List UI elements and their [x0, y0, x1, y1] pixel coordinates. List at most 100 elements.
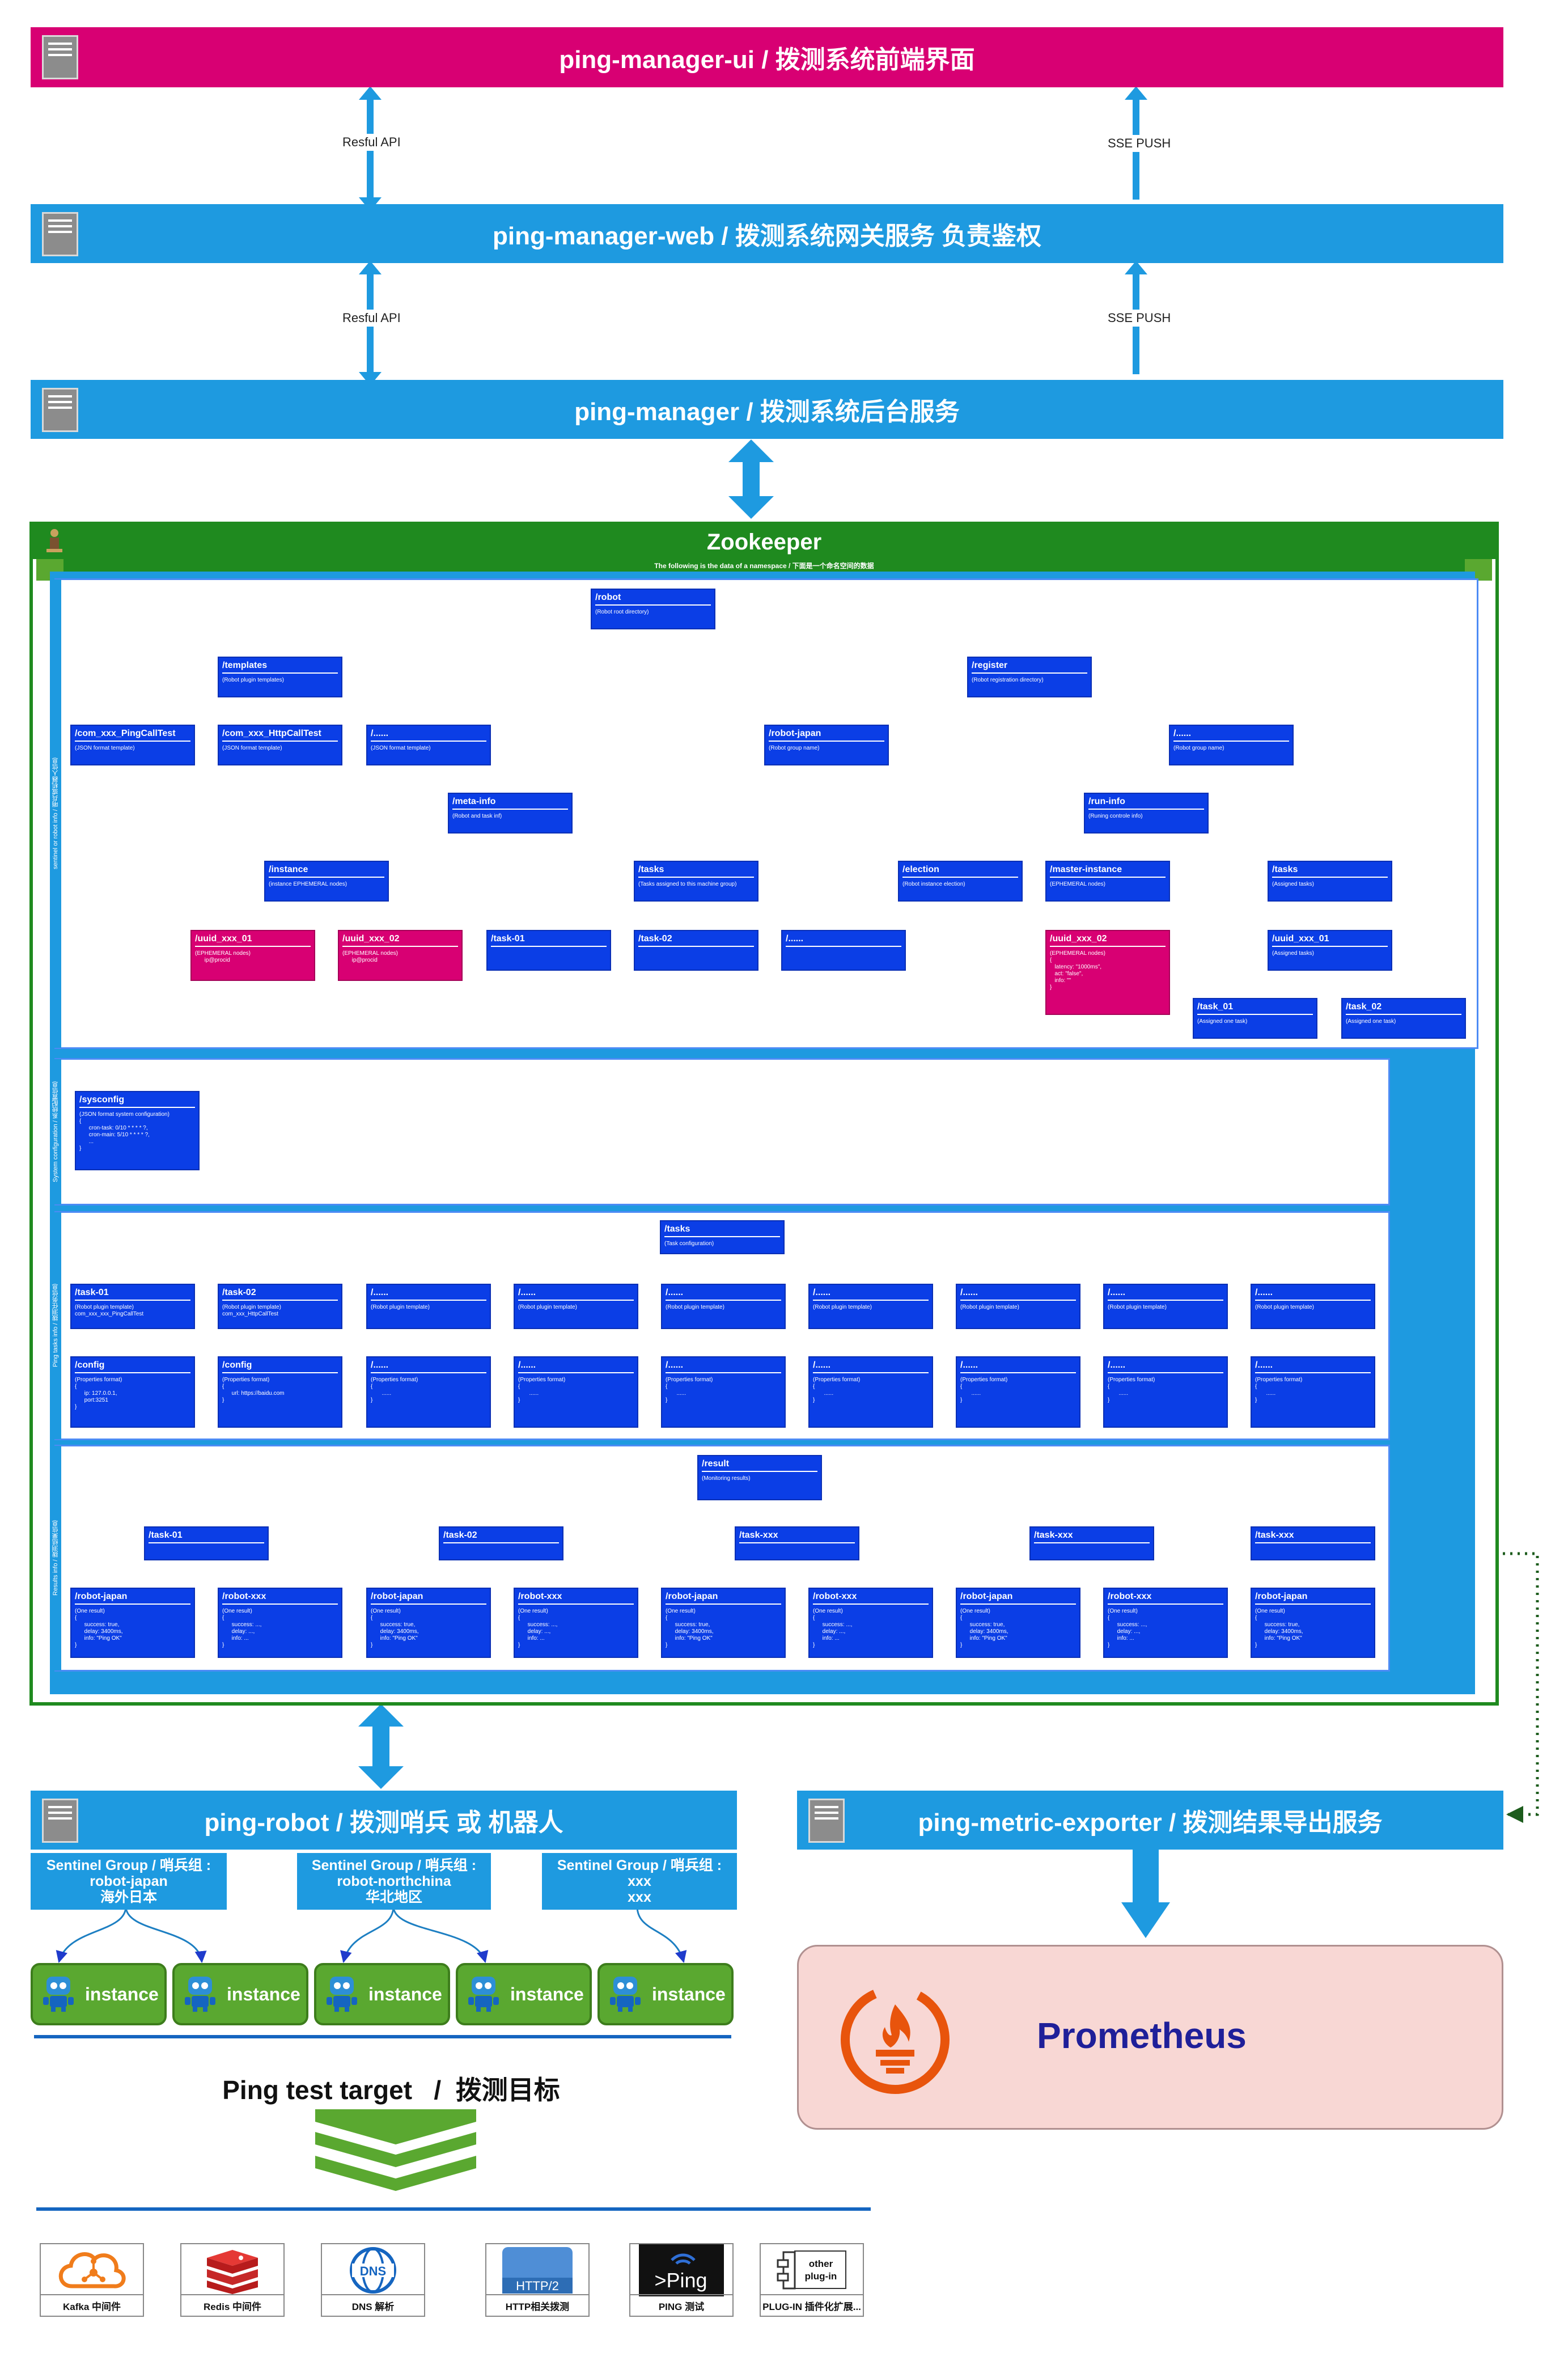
node-title: /instance	[269, 864, 384, 878]
node-desc: (Robot instance election)	[902, 881, 965, 887]
node-desc: (One result) { success: ..., delay: ...,…	[813, 1608, 853, 1648]
node-desc: (One result) { success: true, delay: 340…	[960, 1608, 1008, 1648]
target-caption: HTTP相关拨测	[486, 2294, 588, 2316]
target-caption: PLUG-IN 插件化扩展...	[761, 2294, 863, 2316]
zookeeper-title: Zookeeper	[706, 529, 822, 555]
zk-node-tpl1: /com_xxx_PingCallTest (JSON format templa…	[70, 725, 195, 765]
ping-robot-layer: ping-robot / 拨测哨兵 或 机器人	[31, 1791, 737, 1850]
dns-icon: DNS	[322, 2244, 424, 2296]
result-task-node: /task-xxx	[1029, 1526, 1154, 1560]
target-http2: HTTP/2 HTTP相关拨测	[485, 2243, 590, 2317]
robot-instance: instance	[31, 1963, 167, 2025]
svg-text:DNS: DNS	[360, 2264, 386, 2278]
target-plugin: other plug-in PLUG-IN 插件化扩展...	[760, 2243, 864, 2317]
robot-icon	[43, 1977, 74, 2012]
node-title: /meta-info	[452, 796, 568, 810]
group-label: Sentinel Group / 哨兵组 :	[557, 1858, 722, 1873]
node-title: /......	[813, 1360, 929, 1373]
ping-task-config-node: /...... (Properties format) { ...... }	[514, 1356, 638, 1428]
node-title: /run-info	[1088, 796, 1204, 810]
node-desc: (One result) { success: true, delay: 340…	[371, 1608, 419, 1648]
node-title: /tasks	[1272, 864, 1388, 878]
node-title: /election	[902, 864, 1018, 878]
node-desc: (Properties format) { ...... }	[518, 1377, 566, 1403]
group-label: Sentinel Group / 哨兵组 :	[46, 1858, 211, 1873]
sysconfig-section	[54, 1058, 1390, 1205]
node-desc: (Robot and task inf)	[452, 813, 502, 819]
ping-robot-title: ping-robot / 拨测哨兵 或 机器人	[204, 1809, 563, 1837]
node-title: /task-01	[75, 1287, 190, 1301]
zk-node-master: /master-instance (EPHEMERAL nodes)	[1045, 861, 1170, 902]
node-desc: (Robot plugin template)	[371, 1304, 430, 1310]
node-title: /robot-xxx	[813, 1591, 929, 1605]
node-desc: (Robot plugin template)	[813, 1304, 872, 1310]
zk-node-run: /run-info (Runing controle info)	[1084, 793, 1209, 834]
ping-task-config-node: /...... (Properties format) { ...... }	[956, 1356, 1080, 1428]
ping-task-node: /task-01 (Robot plugin template) com_xxx_…	[70, 1284, 195, 1329]
node-desc: (Robot plugin template)	[666, 1304, 724, 1310]
robot-result-node: /robot-japan (One result) { success: true…	[956, 1588, 1080, 1658]
zk-node-instance: /instance (instance EPHEMERAL nodes)	[264, 861, 389, 902]
node-title: /task-xxx	[1034, 1530, 1150, 1543]
ping-task-node: /...... (Robot plugin template)	[366, 1284, 491, 1329]
ping-manager-web-title: ping-manager-web / 拨测系统网关服务 负责鉴权	[492, 222, 1042, 250]
node-title: /......	[666, 1287, 781, 1301]
node-desc: (One result) { success: ..., delay: ...,…	[518, 1608, 558, 1648]
robot-result-node: /robot-japan (One result) { success: true…	[661, 1588, 786, 1658]
group-region: 华北地区	[365, 1889, 422, 1905]
node-desc: (Robot plugin template) com_xxx_HttpCall…	[222, 1304, 281, 1317]
ping-task-config-node: /...... (Properties format) { ...... }	[1251, 1356, 1375, 1428]
target-caption: Kafka 中间件	[41, 2294, 143, 2316]
redis-icon	[181, 2244, 283, 2296]
group-name: robot-northchina	[337, 1873, 451, 1889]
sse-push-label-2: SSE PUSH	[1104, 310, 1175, 327]
node-title: /master-instance	[1050, 864, 1166, 878]
node-title: /......	[371, 1360, 486, 1373]
node-title: /config	[75, 1360, 190, 1373]
robot-icon	[610, 1977, 641, 2012]
ping-metric-exporter-title: ping-metric-exporter / 拨测结果导出服务	[918, 1809, 1383, 1837]
ping-task-config-node: /...... (Properties format) { ...... }	[661, 1356, 786, 1428]
node-title: /sysconfig	[79, 1094, 195, 1108]
result-task-node: /task-02	[439, 1526, 563, 1560]
node-title: /......	[813, 1287, 929, 1301]
http2-icon: HTTP/2	[486, 2244, 588, 2296]
zk-node-mt1: /task-01	[486, 930, 611, 971]
zk-node-rt2: /task_02 (Assigned one task)	[1341, 998, 1466, 1039]
prometheus-icon	[841, 1985, 950, 2094]
robot-instance: instance	[172, 1963, 308, 2025]
instance-label: instance	[85, 1983, 159, 2004]
ping-task-config-node: /...... (Properties format) { ...... }	[808, 1356, 933, 1428]
result-task-node: /task-01	[144, 1526, 269, 1560]
robot-icon	[327, 1977, 357, 2012]
sysconfig-side-label: System configuration / 系统配置信息	[50, 1059, 61, 1204]
zk-node-rt1: /task_01 (Assigned one task)	[1193, 998, 1317, 1039]
node-title: /......	[1255, 1287, 1371, 1301]
node-title: /com_xxx_PingCallTest	[75, 728, 190, 742]
ping-task-config-node: /config (Properties format) { url: https:…	[218, 1356, 342, 1428]
node-desc: (Assigned tasks)	[1272, 950, 1314, 957]
namespace-subtitle: The following is the data of a namespace…	[63, 559, 1465, 572]
node-title: /uuid_xxx_01	[1272, 933, 1388, 947]
zk-node-robot: /robot (Robot root directory)	[591, 589, 715, 629]
node-desc: (EPHEMERAL nodes) ip@procid	[195, 950, 251, 963]
node-desc: (One result) { success: true, delay: 340…	[75, 1608, 123, 1648]
node-desc: (EPHEMERAL nodes) { latency: "1000ms", a…	[1050, 950, 1105, 991]
result-task-node: /task-xxx	[1251, 1526, 1375, 1560]
node-desc: (Robot plugin template)	[1255, 1304, 1314, 1310]
node-title: /......	[786, 933, 901, 947]
node-desc: (Robot plugin template)	[960, 1304, 1019, 1310]
target-kafka: Kafka 中间件	[40, 2243, 144, 2317]
ping-task-node: /...... (Robot plugin template)	[956, 1284, 1080, 1329]
node-desc: (Robot plugin templates)	[222, 677, 284, 683]
node-desc: (JSON format template)	[371, 745, 431, 751]
robot-result-node: /robot-xxx (One result) { success: ..., d…	[808, 1588, 933, 1658]
zookeeper-icon	[46, 529, 62, 552]
kafka-icon	[41, 2244, 143, 2296]
node-title: /robot-japan	[1255, 1591, 1371, 1605]
node-title: /robot-xxx	[222, 1591, 338, 1605]
instance-label: instance	[510, 1983, 584, 2004]
target-dns: DNS DNS 解析	[321, 2243, 425, 2317]
plugin-icon: other plug-in	[761, 2244, 863, 2296]
zk-node-rdots: /...... (Robot group name)	[1169, 725, 1294, 765]
